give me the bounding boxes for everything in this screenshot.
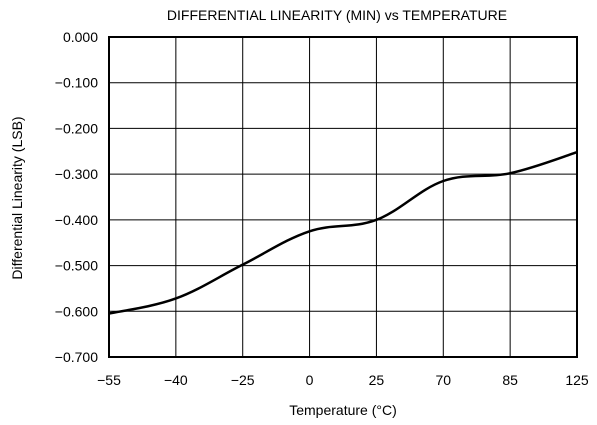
x-tick-label: 85 bbox=[502, 372, 518, 388]
chart-title: DIFFERENTIAL LINEARITY (MIN) vs TEMPERAT… bbox=[167, 7, 507, 23]
x-tick-label: 70 bbox=[435, 372, 451, 388]
grid-lines bbox=[109, 37, 577, 357]
y-axis-ticks: 0.000 −0.100 −0.200 −0.300 −0.400 −0.500 −0.60… bbox=[55, 29, 98, 365]
x-tick-label: 125 bbox=[565, 372, 589, 388]
y-tick-label: −0.100 bbox=[55, 75, 98, 91]
y-axis-label: Differential Linearity (LSB) bbox=[9, 116, 25, 279]
y-tick-label: 0.000 bbox=[63, 29, 98, 45]
x-tick-label: −40 bbox=[164, 372, 188, 388]
x-tick-label: 25 bbox=[369, 372, 385, 388]
y-tick-label: −0.300 bbox=[55, 166, 98, 182]
x-axis-ticks: −55 −40 −25 0 25 70 85 125 bbox=[97, 372, 589, 388]
y-tick-label: −0.700 bbox=[55, 349, 98, 365]
y-tick-label: −0.200 bbox=[55, 120, 98, 136]
plot-frame bbox=[108, 36, 578, 358]
series-line bbox=[108, 151, 578, 315]
x-tick-label: 0 bbox=[306, 372, 314, 388]
y-tick-label: −0.400 bbox=[55, 212, 98, 228]
y-tick-label: −0.600 bbox=[55, 303, 98, 319]
x-tick-label: −25 bbox=[231, 372, 255, 388]
y-tick-label: −0.500 bbox=[55, 258, 98, 274]
x-axis-label: Temperature (°C) bbox=[289, 402, 397, 418]
x-tick-label: −55 bbox=[97, 372, 121, 388]
